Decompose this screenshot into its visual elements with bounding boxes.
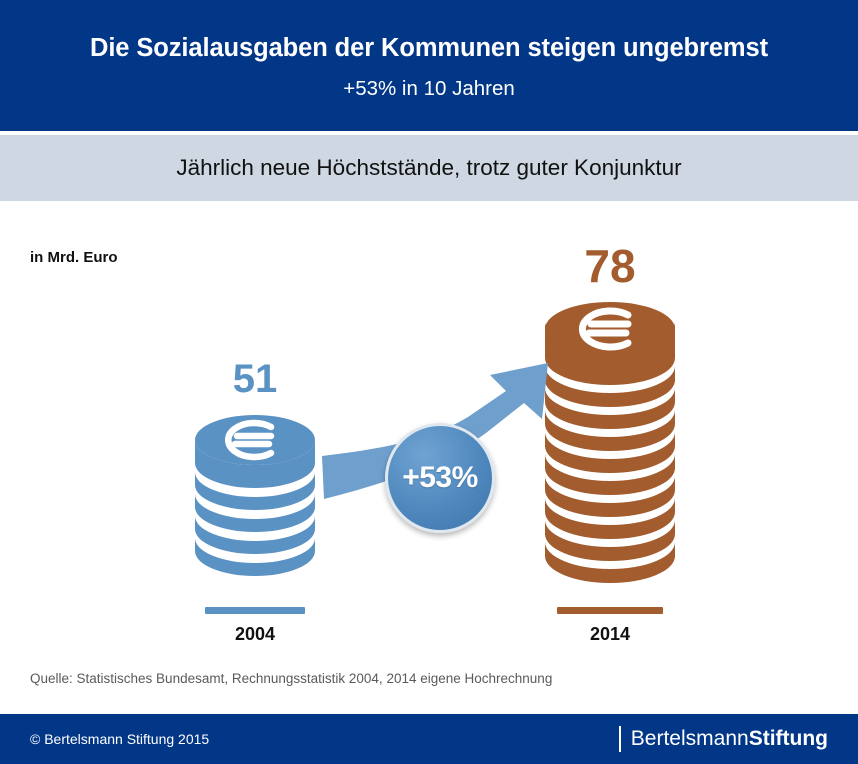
growth-arrow-icon bbox=[310, 361, 570, 541]
growth-badge-text: +53% bbox=[402, 461, 478, 494]
euro-coin-stack-right-svg bbox=[545, 302, 675, 583]
brand-text-first: Bertelsmann bbox=[630, 727, 749, 750]
brand-divider bbox=[618, 726, 621, 752]
subtitle-band-text: Jährlich neue Höchststände, trotz guter … bbox=[176, 155, 682, 180]
value-label-2004: 51 bbox=[232, 357, 278, 401]
year-label-2014: 2014 bbox=[589, 624, 631, 644]
brand-text: BertelsmannStiftung bbox=[631, 727, 828, 751]
growth-arrow-svg bbox=[322, 363, 548, 499]
header-band: Die Sozialausgaben der Kommunen steigen … bbox=[0, 0, 858, 131]
page-title: Die Sozialausgaben der Kommunen steigen … bbox=[90, 33, 768, 62]
baseline-2004 bbox=[205, 607, 305, 614]
footer-band: © Bertelsmann Stiftung 2015 BertelsmannS… bbox=[0, 714, 858, 764]
brand-text-second: Stiftung bbox=[748, 727, 828, 750]
source-note: Quelle: Statistisches Bundesamt, Rechnun… bbox=[30, 671, 553, 686]
baseline-2014 bbox=[557, 607, 663, 614]
header-divider bbox=[0, 131, 858, 135]
subtitle-band: Jährlich neue Höchststände, trotz guter … bbox=[0, 135, 858, 201]
euro-coin-stack-icon-2004 bbox=[193, 411, 317, 586]
unit-label: in Mrd. Euro bbox=[30, 249, 118, 266]
copyright-text: © Bertelsmann Stiftung 2015 bbox=[30, 731, 210, 747]
brand-logo: BertelsmannStiftung bbox=[618, 726, 828, 752]
header-subtitle: +53% in 10 Jahren bbox=[343, 76, 515, 100]
year-label-2004: 2004 bbox=[234, 624, 276, 644]
euro-coin-stack-left-svg bbox=[195, 415, 315, 576]
euro-coin-stack-icon-2014 bbox=[543, 301, 677, 591]
value-label-2014: 78 bbox=[584, 240, 636, 292]
chart-area: in Mrd. Euro 51 78 bbox=[0, 201, 858, 705]
growth-badge: +53% bbox=[385, 423, 495, 533]
